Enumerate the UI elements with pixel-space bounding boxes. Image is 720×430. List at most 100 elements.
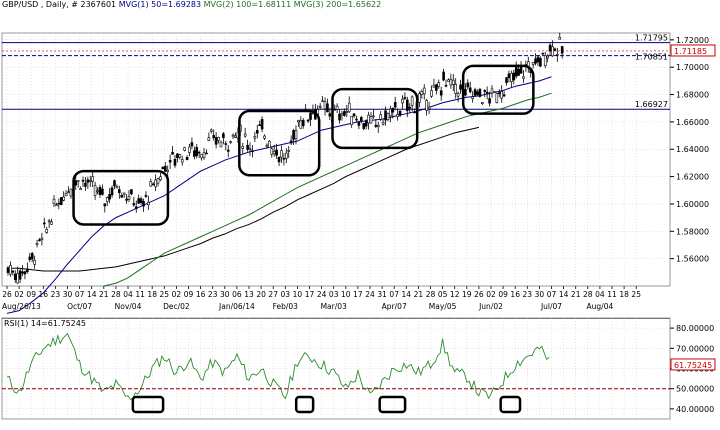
candle-body — [430, 90, 433, 97]
candle-body — [391, 107, 395, 113]
candle-body — [456, 92, 460, 97]
candle-body — [40, 237, 44, 240]
consolidation-box — [461, 64, 535, 115]
rsi-tick-label: 50.00000 — [676, 385, 714, 394]
candle-body — [551, 46, 554, 57]
candle-body — [277, 156, 281, 163]
candle-body — [118, 189, 121, 193]
x-day-label: 04 — [123, 290, 133, 299]
candle-body — [451, 79, 455, 85]
candle-body — [265, 144, 269, 147]
candle-body — [255, 130, 259, 134]
x-day-label: 30 — [220, 290, 230, 299]
x-day-label: 14 — [559, 290, 569, 299]
candle-body — [88, 180, 92, 182]
x-month-label: Jul/07 — [540, 302, 562, 311]
candle-body — [59, 197, 63, 206]
x-day-label: 05 — [438, 290, 448, 299]
x-day-label: 21 — [99, 290, 109, 299]
x-month-label: May/05 — [429, 302, 457, 311]
candle-body — [292, 130, 295, 140]
x-day-label: 12 — [450, 290, 460, 299]
candle-body — [188, 146, 191, 153]
candle-body — [105, 197, 109, 202]
x-day-label: 30 — [63, 290, 73, 299]
x-day-label: 09 — [498, 290, 508, 299]
mvg2-label: MVG(2) 100=1.68111 — [203, 0, 292, 9]
price-tick-label: 1.62000 — [676, 173, 709, 182]
last-price-box — [670, 44, 716, 57]
candle-body — [280, 150, 283, 158]
candle-body — [178, 154, 182, 158]
candle-body — [447, 79, 450, 82]
x-day-label: 28 — [426, 290, 436, 299]
candle-body — [168, 160, 172, 163]
mvg3-label: MVG(3) 200=1.65622 — [293, 0, 382, 9]
candle-body — [183, 147, 186, 151]
candle-body — [30, 253, 34, 260]
candle-body — [432, 84, 436, 88]
candle-body — [69, 188, 73, 197]
x-day-label: 25 — [631, 290, 641, 299]
x-day-label: 17 — [305, 290, 315, 299]
x-day-label: 24 — [317, 290, 327, 299]
candle-body — [173, 159, 177, 166]
candle-body — [401, 98, 404, 104]
candle-body — [84, 182, 87, 187]
x-day-label: 16 — [39, 290, 49, 299]
candle-body — [115, 186, 119, 189]
x-month-label: Jan/06/14 — [218, 302, 255, 311]
x-day-label: 07 — [389, 290, 399, 299]
consolidation-box — [331, 87, 419, 150]
candle-body — [476, 91, 479, 95]
x-day-label: 11 — [135, 290, 145, 299]
candle-body — [301, 119, 305, 127]
ma50-line — [6, 76, 552, 314]
candle-body — [35, 242, 39, 245]
x-month-label: Jun/02 — [478, 302, 503, 311]
x-day-label: 14 — [402, 290, 412, 299]
candle-body — [297, 120, 300, 123]
chart-header: GBP/USD , Daily, # 2367601 MVG(1) 50=1.6… — [2, 0, 381, 10]
rsi-tick-label: 40.00000 — [676, 405, 714, 414]
candle-body — [500, 91, 503, 99]
x-month-label: Aug/26/13 — [2, 302, 41, 311]
candle-body — [493, 91, 496, 93]
candle-body — [289, 140, 293, 144]
candle-body — [556, 54, 559, 56]
candle-body — [76, 180, 80, 182]
candle-body — [442, 71, 445, 81]
candle-body — [522, 76, 525, 79]
rsi-title: RSI(1) 14=61.75245 — [4, 319, 86, 328]
price-panel — [1, 32, 671, 287]
candle-body — [101, 188, 104, 195]
candle-body — [246, 144, 249, 150]
candle-body — [408, 106, 412, 109]
candle-body — [18, 270, 22, 280]
candle-body — [64, 193, 68, 197]
candle-body — [270, 148, 274, 155]
x-day-label: 02 — [172, 290, 182, 299]
candle-body — [52, 198, 56, 205]
symbol-label: GBP/USD , Daily, # 2367601 — [2, 0, 117, 9]
rsi-tick-label: 70.00000 — [676, 344, 714, 353]
x-day-label: 30 — [535, 290, 545, 299]
candle-body — [459, 84, 462, 90]
candle-body — [212, 135, 215, 139]
candle-body — [381, 121, 385, 125]
candle-body — [326, 103, 329, 113]
x-day-label: 16 — [510, 290, 520, 299]
candle-body — [362, 123, 366, 129]
candle-body — [67, 191, 70, 194]
candle-body — [333, 108, 337, 111]
candle-body — [159, 176, 162, 181]
candle-body — [473, 89, 477, 96]
price-tick-label: 1.66000 — [676, 118, 709, 127]
candle-body — [258, 124, 261, 127]
x-month-label: Feb/03 — [273, 302, 299, 311]
candle-body — [164, 165, 167, 172]
candle-body — [222, 133, 225, 139]
candle-body — [195, 147, 199, 157]
rsi-line — [6, 332, 550, 401]
candle-body — [427, 106, 431, 110]
